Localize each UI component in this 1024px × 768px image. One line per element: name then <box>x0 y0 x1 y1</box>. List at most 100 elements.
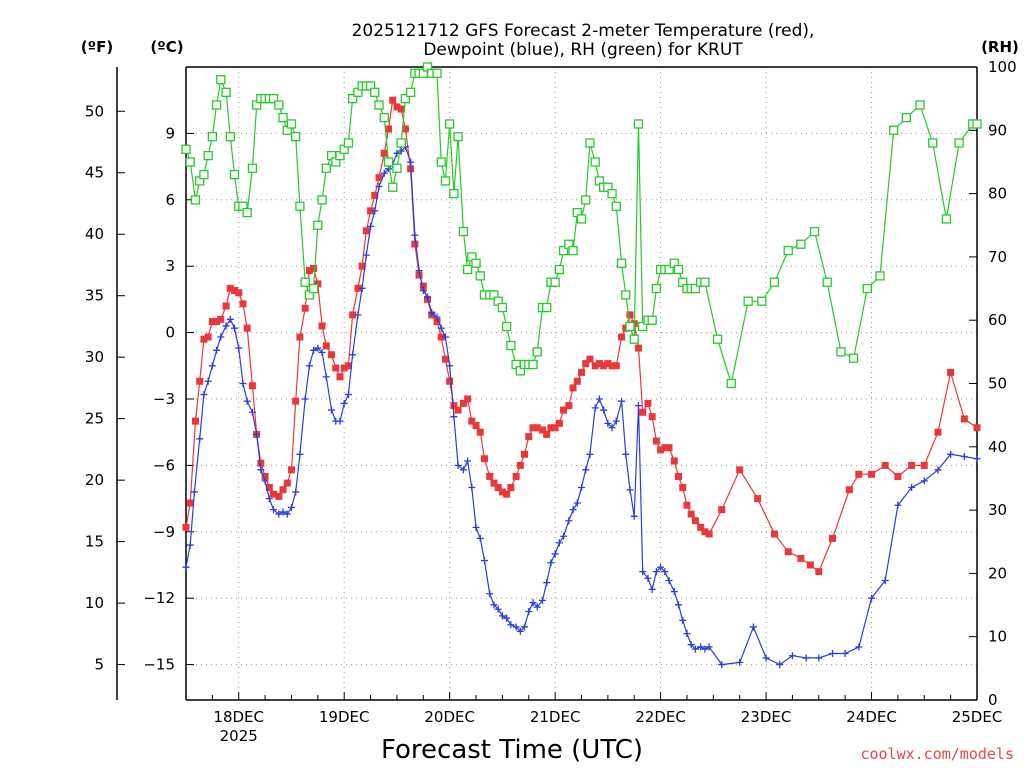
temperature-point <box>217 315 225 323</box>
dewpoint-point <box>618 397 626 405</box>
dewpoint-point <box>213 346 221 354</box>
header-group: 2025121712 GFS Forecast 2-meter Temperat… <box>81 21 1019 60</box>
rh-point <box>445 119 455 129</box>
dewpoint-point <box>261 477 269 485</box>
dewpoint-point <box>336 417 344 425</box>
dewpoint-point <box>354 311 362 319</box>
temperature-point <box>687 510 695 518</box>
rh-point <box>343 138 354 148</box>
temperature-point <box>516 461 524 469</box>
dewpoint-point <box>217 333 225 341</box>
dewpoint-point <box>507 621 515 629</box>
dewpoint-point <box>411 231 419 239</box>
temperature-point <box>296 333 304 341</box>
temperature-point <box>340 364 348 372</box>
dewpoint-point <box>586 450 594 458</box>
rh-point <box>558 245 569 256</box>
temperature-point <box>806 561 814 569</box>
dewpoint-point <box>630 512 638 520</box>
temperature-point <box>375 174 383 182</box>
rh-point <box>629 334 639 344</box>
dewpoint-point <box>648 585 656 593</box>
dewpoint-point <box>691 645 699 653</box>
dewpoint-point <box>344 391 352 399</box>
dewpoint-point <box>433 313 441 321</box>
dewpoint-point <box>555 539 563 547</box>
f-tick-label: 20 <box>85 471 104 489</box>
rh-line <box>185 65 977 384</box>
dewpoint-point <box>287 503 295 511</box>
temperature-point <box>265 484 273 492</box>
temperature-point <box>503 490 511 498</box>
temperature-point <box>411 240 419 248</box>
dewpoint-point <box>494 605 502 613</box>
dewpoint-point <box>705 643 713 651</box>
rh-point <box>396 138 406 148</box>
temperature-point <box>845 486 853 494</box>
dewpoint-point <box>270 506 278 514</box>
temperature-point <box>204 333 212 341</box>
dewpoint-point <box>340 399 348 407</box>
rh-point <box>388 182 398 192</box>
rh-point <box>941 214 952 224</box>
temperature-point <box>815 568 823 576</box>
rh-tick-label: 80 <box>988 185 1007 203</box>
dewpoint-point <box>464 457 472 465</box>
dewpoint-point <box>428 309 436 317</box>
dewpoint-point <box>565 517 573 525</box>
dewpoint-point <box>292 488 300 496</box>
temperature-point <box>389 96 397 104</box>
temperature-point <box>279 486 287 494</box>
dewpoint-point <box>881 576 889 584</box>
rh-point <box>432 68 442 78</box>
temperature-point <box>450 402 458 410</box>
temperature-point <box>401 125 409 133</box>
temperature-point <box>328 351 336 359</box>
f-tick-label: 40 <box>85 225 104 243</box>
temperature-point <box>358 262 366 270</box>
dewpoint-point <box>841 650 849 658</box>
rh-point <box>225 131 235 142</box>
dewpoint-point <box>543 579 551 587</box>
rh-point <box>743 296 753 306</box>
dewpoint-point <box>279 508 287 516</box>
temperature-point <box>960 415 968 423</box>
dewpoint-point <box>679 616 687 624</box>
dewpoint-point <box>622 450 630 458</box>
temperature-point <box>555 419 563 427</box>
temperature-point <box>868 470 876 478</box>
temperature-point <box>507 484 515 492</box>
dewpoint-point <box>947 450 955 458</box>
temperature-point <box>196 377 204 385</box>
temperature-point <box>569 384 577 392</box>
temperature-point <box>670 457 678 465</box>
rh-point <box>875 271 885 281</box>
dewpoint-point <box>661 568 669 576</box>
temperature-point <box>634 344 642 352</box>
dewpoint-point <box>450 413 458 421</box>
rh-point <box>700 277 710 287</box>
dewpoint-point <box>480 557 488 565</box>
temperature-point <box>419 282 427 290</box>
dewpoint-point <box>595 395 603 403</box>
dewpoint-point <box>265 495 273 503</box>
rh-point <box>181 144 191 154</box>
temperature-point <box>533 424 541 432</box>
dewpoint-point <box>208 362 216 370</box>
temperature-point <box>498 488 506 496</box>
temperature-point <box>894 472 902 480</box>
series-dewpoint <box>182 143 981 669</box>
temperature-point <box>608 362 616 370</box>
c-tick-label: −12 <box>143 589 175 607</box>
axes <box>116 66 978 701</box>
rh-point <box>616 258 627 268</box>
x-tick-sublabel: 2025 <box>220 727 258 745</box>
rh-tick-label: 100 <box>988 58 1017 76</box>
c-tick-label: −3 <box>153 390 175 408</box>
dewpoint-point <box>222 322 230 330</box>
dewpoint-point <box>512 623 520 631</box>
temperature-point <box>881 461 889 469</box>
rh-point <box>370 87 380 97</box>
temperature-point <box>441 355 449 363</box>
